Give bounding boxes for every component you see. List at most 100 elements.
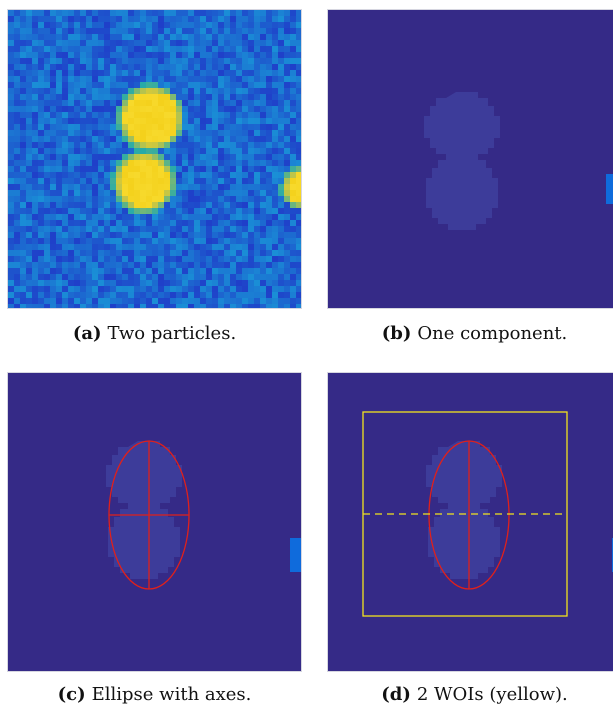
pixel xyxy=(50,226,56,232)
pixel xyxy=(134,148,140,154)
pixel xyxy=(200,250,206,256)
pixel xyxy=(224,46,230,52)
pixel xyxy=(254,190,260,196)
pixel xyxy=(98,208,104,214)
pixel xyxy=(218,22,224,28)
pixel xyxy=(272,202,278,208)
pixel xyxy=(134,202,140,208)
pixel xyxy=(80,196,86,202)
pixel xyxy=(188,250,194,256)
pixel xyxy=(92,10,98,16)
pixel xyxy=(158,118,164,124)
pixel xyxy=(188,130,194,136)
pixel xyxy=(290,160,296,166)
pixel xyxy=(242,76,248,82)
pixel xyxy=(164,64,170,70)
pixel xyxy=(158,34,164,40)
pixel xyxy=(140,208,146,214)
pixel xyxy=(290,64,296,70)
pixel xyxy=(170,238,176,244)
pixel xyxy=(194,64,200,70)
pixel xyxy=(20,160,26,166)
pixel xyxy=(8,280,14,286)
pixel xyxy=(170,76,176,82)
pixel xyxy=(188,34,194,40)
pixel xyxy=(104,190,110,196)
pixel xyxy=(140,298,146,304)
pixel xyxy=(176,106,182,112)
pixel xyxy=(74,262,80,268)
pixel xyxy=(230,244,236,250)
pixel xyxy=(110,226,116,232)
pixel xyxy=(200,196,206,202)
pixel xyxy=(182,250,188,256)
pixel xyxy=(290,88,296,94)
pixel xyxy=(200,94,206,100)
pixel xyxy=(236,184,242,190)
pixel xyxy=(272,148,278,154)
pixel xyxy=(8,262,14,268)
pixel xyxy=(254,292,260,298)
pixel xyxy=(62,262,68,268)
pixel xyxy=(254,268,260,274)
pixel xyxy=(92,100,98,106)
pixel xyxy=(284,298,290,304)
pixel xyxy=(14,58,20,64)
pixel xyxy=(122,52,128,58)
pixel xyxy=(50,160,56,166)
pixel xyxy=(8,82,14,88)
pixel xyxy=(44,250,50,256)
pixel xyxy=(56,280,62,286)
pixel xyxy=(284,178,290,184)
pixel xyxy=(212,142,218,148)
pixel xyxy=(32,166,38,172)
pixel xyxy=(212,10,218,16)
pixel xyxy=(278,274,284,280)
pixel xyxy=(32,70,38,76)
pixel xyxy=(128,82,134,88)
pixel xyxy=(62,94,68,100)
pixel xyxy=(8,112,14,118)
pixel xyxy=(62,28,68,34)
pixel xyxy=(38,220,44,226)
pixel xyxy=(164,226,170,232)
pixel xyxy=(188,220,194,226)
pixel xyxy=(152,52,158,58)
pixel xyxy=(38,34,44,40)
pixel xyxy=(86,148,92,154)
pixel xyxy=(86,226,92,232)
pixel xyxy=(200,280,206,286)
pixel xyxy=(44,88,50,94)
pixel xyxy=(188,196,194,202)
pixel xyxy=(14,226,20,232)
pixel xyxy=(176,52,182,58)
pixel xyxy=(8,292,14,298)
pixel xyxy=(68,244,74,250)
pixel xyxy=(284,184,290,190)
pixel xyxy=(68,298,74,304)
pixel xyxy=(212,70,218,76)
pixel xyxy=(92,274,98,280)
pixel xyxy=(62,202,68,208)
two-particles-image xyxy=(8,10,301,308)
pixel xyxy=(20,166,26,172)
pixel xyxy=(8,268,14,274)
pixel xyxy=(26,232,32,238)
pixel xyxy=(44,34,50,40)
pixel xyxy=(116,124,122,130)
pixel xyxy=(266,58,272,64)
pixel xyxy=(44,136,50,142)
pixel xyxy=(194,232,200,238)
pixel xyxy=(44,100,50,106)
pixel xyxy=(146,220,152,226)
pixel xyxy=(164,58,170,64)
pixel xyxy=(98,166,104,172)
pixel xyxy=(26,304,32,308)
pixel xyxy=(14,256,20,262)
pixel xyxy=(56,10,62,16)
pixel xyxy=(278,268,284,274)
pixel xyxy=(164,22,170,28)
pixel xyxy=(26,154,32,160)
pixel xyxy=(14,184,20,190)
pixel xyxy=(74,208,80,214)
